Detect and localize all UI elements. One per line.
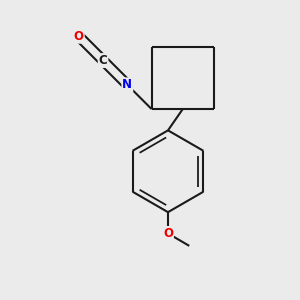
Text: C: C [99, 54, 107, 67]
Text: O: O [74, 30, 84, 43]
Text: O: O [163, 227, 173, 240]
Text: N: N [122, 78, 132, 91]
